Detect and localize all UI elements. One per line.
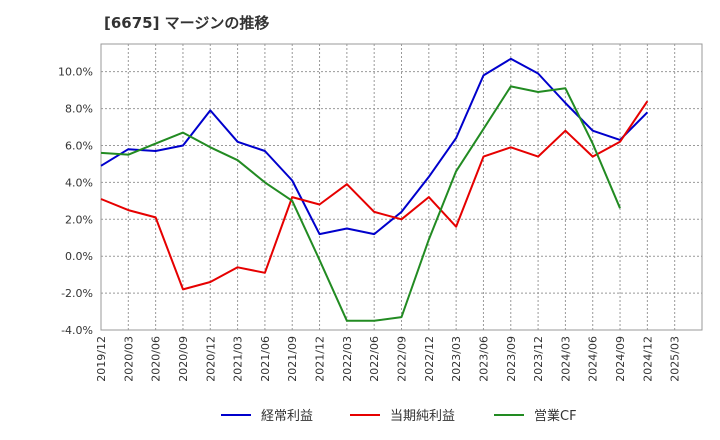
- x-tick-label: 2020/09: [177, 336, 190, 382]
- x-tick-label: 2021/06: [259, 336, 272, 382]
- x-tick-label: 2021/09: [286, 336, 299, 382]
- x-tick-label: 2023/09: [505, 336, 518, 382]
- x-tick-label: 2023/12: [532, 336, 545, 382]
- x-tick-label: 2020/12: [204, 336, 217, 382]
- y-tick-label: 10.0%: [58, 66, 93, 79]
- x-tick-label: 2024/09: [614, 336, 627, 382]
- x-tick-label: 2022/09: [396, 336, 409, 382]
- x-tick-label: 2022/12: [423, 336, 436, 382]
- x-tick-label: 2023/06: [477, 336, 490, 382]
- x-tick-label: 2023/03: [450, 336, 463, 382]
- series-line-2: [100, 85, 621, 322]
- series-line-1: [100, 100, 649, 291]
- x-tick-label: 2020/06: [150, 336, 163, 382]
- y-tick-label: 2.0%: [65, 213, 93, 226]
- grid: [100, 43, 703, 331]
- x-tick-label: 2025/03: [669, 336, 682, 382]
- series-lines: [100, 57, 649, 322]
- legend-label-1: 当期純利益: [390, 409, 455, 424]
- x-tick-label: 2021/03: [232, 336, 245, 382]
- x-tick-label: 2020/03: [122, 336, 135, 382]
- x-tick-label: 2022/06: [368, 336, 381, 382]
- series-line-0: [100, 57, 649, 236]
- y-tick-label: 0.0%: [65, 250, 93, 263]
- x-tick-label: 2024/12: [641, 336, 654, 382]
- x-tick-label: 2024/03: [559, 336, 572, 382]
- legend-label-2: 営業CF: [534, 408, 577, 424]
- y-tick-label: -2.0%: [61, 287, 93, 300]
- axes: -4.0% -2.0% 0.0% 2.0% 4.0% 6.0% 8.0% 10.0% 2019/…: [58, 66, 682, 382]
- y-tick-label: 4.0%: [65, 176, 93, 189]
- x-tick-label: 2024/06: [587, 336, 600, 382]
- y-tick-label: 8.0%: [65, 103, 93, 116]
- y-tick-label: 6.0%: [65, 139, 93, 152]
- y-tick-label: -4.0%: [61, 324, 93, 337]
- x-tick-label: 2022/03: [341, 336, 354, 382]
- legend-label-0: 経常利益: [261, 409, 313, 424]
- x-tick-label: 2019/12: [95, 336, 108, 382]
- chart-title: [6675] マージンの推移: [104, 14, 270, 32]
- x-tick-label: 2021/12: [314, 336, 327, 382]
- legend: 経常利益 当期純利益 営業CF: [221, 408, 577, 424]
